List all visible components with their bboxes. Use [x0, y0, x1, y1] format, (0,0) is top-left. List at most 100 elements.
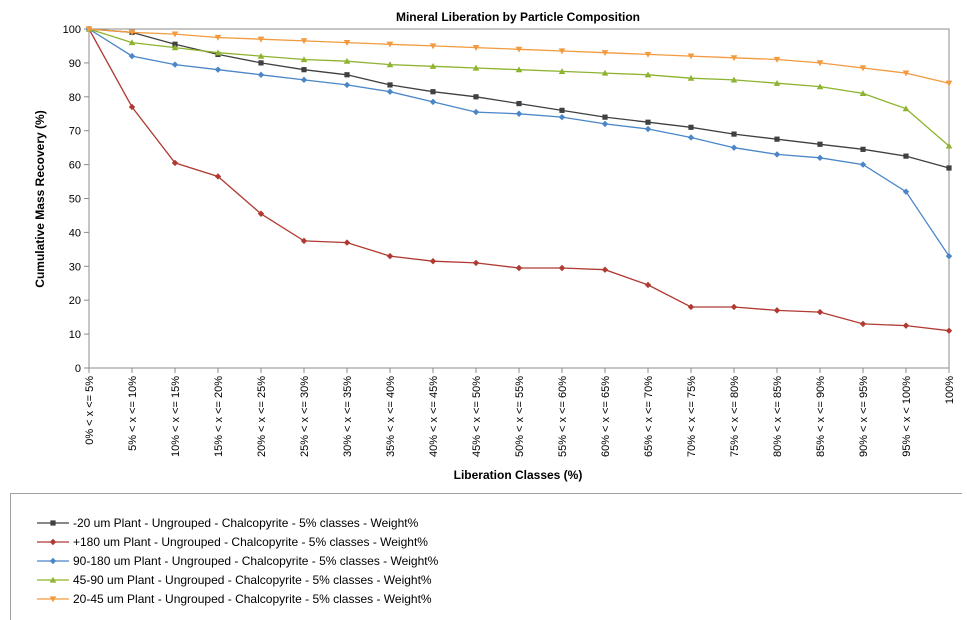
- series-4-point-16: [730, 76, 738, 83]
- series-2-point-21: [945, 327, 953, 334]
- series-5-point-13: [601, 50, 609, 57]
- y-tick-label-0: 0: [75, 363, 81, 375]
- series-3-point-20: [902, 188, 910, 195]
- series-3-point-10: [472, 108, 480, 116]
- series-5-point-4: [214, 34, 222, 41]
- x-tick-label-90-x-95: 90% < x <= 95%: [858, 376, 870, 457]
- series-2-point-4: [214, 173, 222, 180]
- y-tick-label-90: 90: [69, 58, 81, 70]
- series-4-point-8: [386, 61, 394, 68]
- legend-label-series-3: 90-180 um Plant - Ungrouped - Chalcopyri…: [73, 554, 439, 568]
- y-tick-label-80: 80: [69, 92, 81, 104]
- series-5-point-15: [687, 53, 695, 60]
- series-3-point-2: [128, 52, 136, 60]
- x-tick-label-100: 100%: [944, 376, 956, 404]
- y-tick-label-10: 10: [69, 329, 81, 341]
- x-tick-label-45-x-50: 45% < x <= 50%: [471, 376, 483, 457]
- series-3-point-15: [687, 134, 695, 141]
- y-tick-label-30: 30: [69, 261, 81, 273]
- series-1-point-20: [903, 153, 909, 159]
- legend-swatch-series-4: [36, 574, 70, 586]
- y-tick-label-50: 50: [69, 194, 81, 206]
- series-layer: [85, 25, 953, 334]
- series-5-point-10: [472, 45, 480, 51]
- series-1-point-15: [688, 124, 694, 130]
- chart-title: Mineral Liberation by Particle Compositi…: [396, 10, 640, 24]
- series-4-point-17: [773, 79, 781, 86]
- series-3-point-4: [214, 66, 222, 73]
- series-5-point-7: [343, 39, 351, 46]
- x-tick-label-55-x-60: 55% < x <= 60%: [557, 376, 569, 457]
- series-3-point-13: [601, 120, 609, 128]
- series-4-point-4: [214, 49, 222, 56]
- series-5-point-2: [128, 29, 136, 36]
- series-1-point-5: [258, 60, 264, 66]
- series-4-point-14: [644, 71, 652, 78]
- x-tick-label-5-x-10: 5% < x <= 10%: [127, 376, 139, 451]
- y-tick-label-70: 70: [69, 126, 81, 138]
- x-tick-label-20-x-25: 20% < x <= 25%: [256, 376, 268, 457]
- series-5-point-16: [730, 55, 738, 62]
- series-4-point-21: [945, 142, 953, 149]
- series-2-point-20: [902, 322, 910, 329]
- x-tick-label-60-x-65: 60% < x <= 65%: [600, 376, 612, 457]
- y-tick-label-100: 100: [63, 24, 81, 36]
- x-tick-label-70-x-75: 70% < x <= 75%: [686, 376, 698, 457]
- legend-swatch-series-3: [36, 555, 70, 567]
- line-chart: Mineral Liberation by Particle Compositi…: [33, 10, 956, 482]
- legend-item-series-2: +180 um Plant - Ungrouped - Chalcopyrite…: [36, 534, 428, 550]
- series-1-point-17: [774, 136, 780, 142]
- x-tick-label-35-x-40: 35% < x <= 40%: [385, 376, 397, 457]
- series-2-point-5: [257, 210, 265, 217]
- series-2-point-3: [171, 159, 179, 167]
- series-4-point-3: [171, 44, 179, 51]
- x-tick-label-50-x-55: 50% < x <= 55%: [514, 376, 526, 457]
- x-tick-label-15-x-20: 15% < x <= 20%: [213, 376, 225, 457]
- series-3-point-7: [343, 81, 351, 89]
- series-4-point-18: [816, 83, 824, 90]
- series-2-point-6: [300, 237, 308, 245]
- series-4-point-19: [859, 90, 867, 97]
- series-2-point-9: [429, 258, 437, 265]
- plot-area: [88, 28, 950, 369]
- series-3: [85, 25, 953, 260]
- series-2-point-7: [343, 239, 351, 246]
- series-2-point-2: [128, 103, 136, 111]
- series-4-point-11: [515, 66, 523, 73]
- series-4-point-20: [902, 105, 910, 112]
- series-4-point-10: [472, 64, 480, 71]
- series-2-point-16: [730, 303, 738, 311]
- series-2-point-11: [515, 264, 523, 272]
- y-tick-label-20: 20: [69, 295, 81, 307]
- x-axis: 0% < x <= 5% 5% < x <= 10% 10% < x <= 15% 1…: [84, 368, 956, 457]
- series-4-point-5: [257, 52, 265, 59]
- x-tick-label-30-x-35: 30% < x <= 35%: [342, 376, 354, 457]
- legend-label-series-1: -20 um Plant - Ungrouped - Chalcopyrite …: [73, 516, 419, 530]
- series-2-point-13: [601, 266, 609, 273]
- series-4-point-6: [300, 56, 308, 63]
- legend-marker: [50, 520, 56, 526]
- legend: -20 um Plant - Ungrouped - Chalcopyrite …: [10, 493, 962, 620]
- legend-marker: [49, 576, 57, 583]
- legend-marker: [49, 557, 57, 565]
- series-1-point-12: [559, 107, 565, 113]
- series-4: [85, 25, 953, 149]
- x-tick-label-40-x-45: 40% < x <= 45%: [428, 376, 440, 457]
- series-5-point-17: [773, 56, 781, 63]
- x-tick-label-95-x-100: 95% < x < 100%: [901, 376, 913, 457]
- series-3-point-14: [644, 125, 652, 133]
- series-2-point-17: [773, 307, 781, 314]
- series-1-point-9: [430, 89, 436, 95]
- series-5-point-11: [515, 46, 523, 53]
- y-tick-label-60: 60: [69, 160, 81, 172]
- series-4-point-15: [687, 74, 695, 81]
- x-tick-label-80-x-85: 80% < x <= 85%: [772, 376, 784, 457]
- series-1-point-7: [344, 72, 350, 78]
- series-5-point-9: [429, 43, 437, 50]
- series-5-point-5: [257, 36, 265, 43]
- y-axis: 0 10 20 30 40 50 60 70 80 90 100: [63, 24, 89, 375]
- legend-swatch-series-5: [36, 593, 70, 605]
- series-5-point-20: [902, 70, 910, 77]
- series-2: [85, 25, 953, 334]
- x-tick-label-25-x-30: 25% < x <= 30%: [299, 376, 311, 457]
